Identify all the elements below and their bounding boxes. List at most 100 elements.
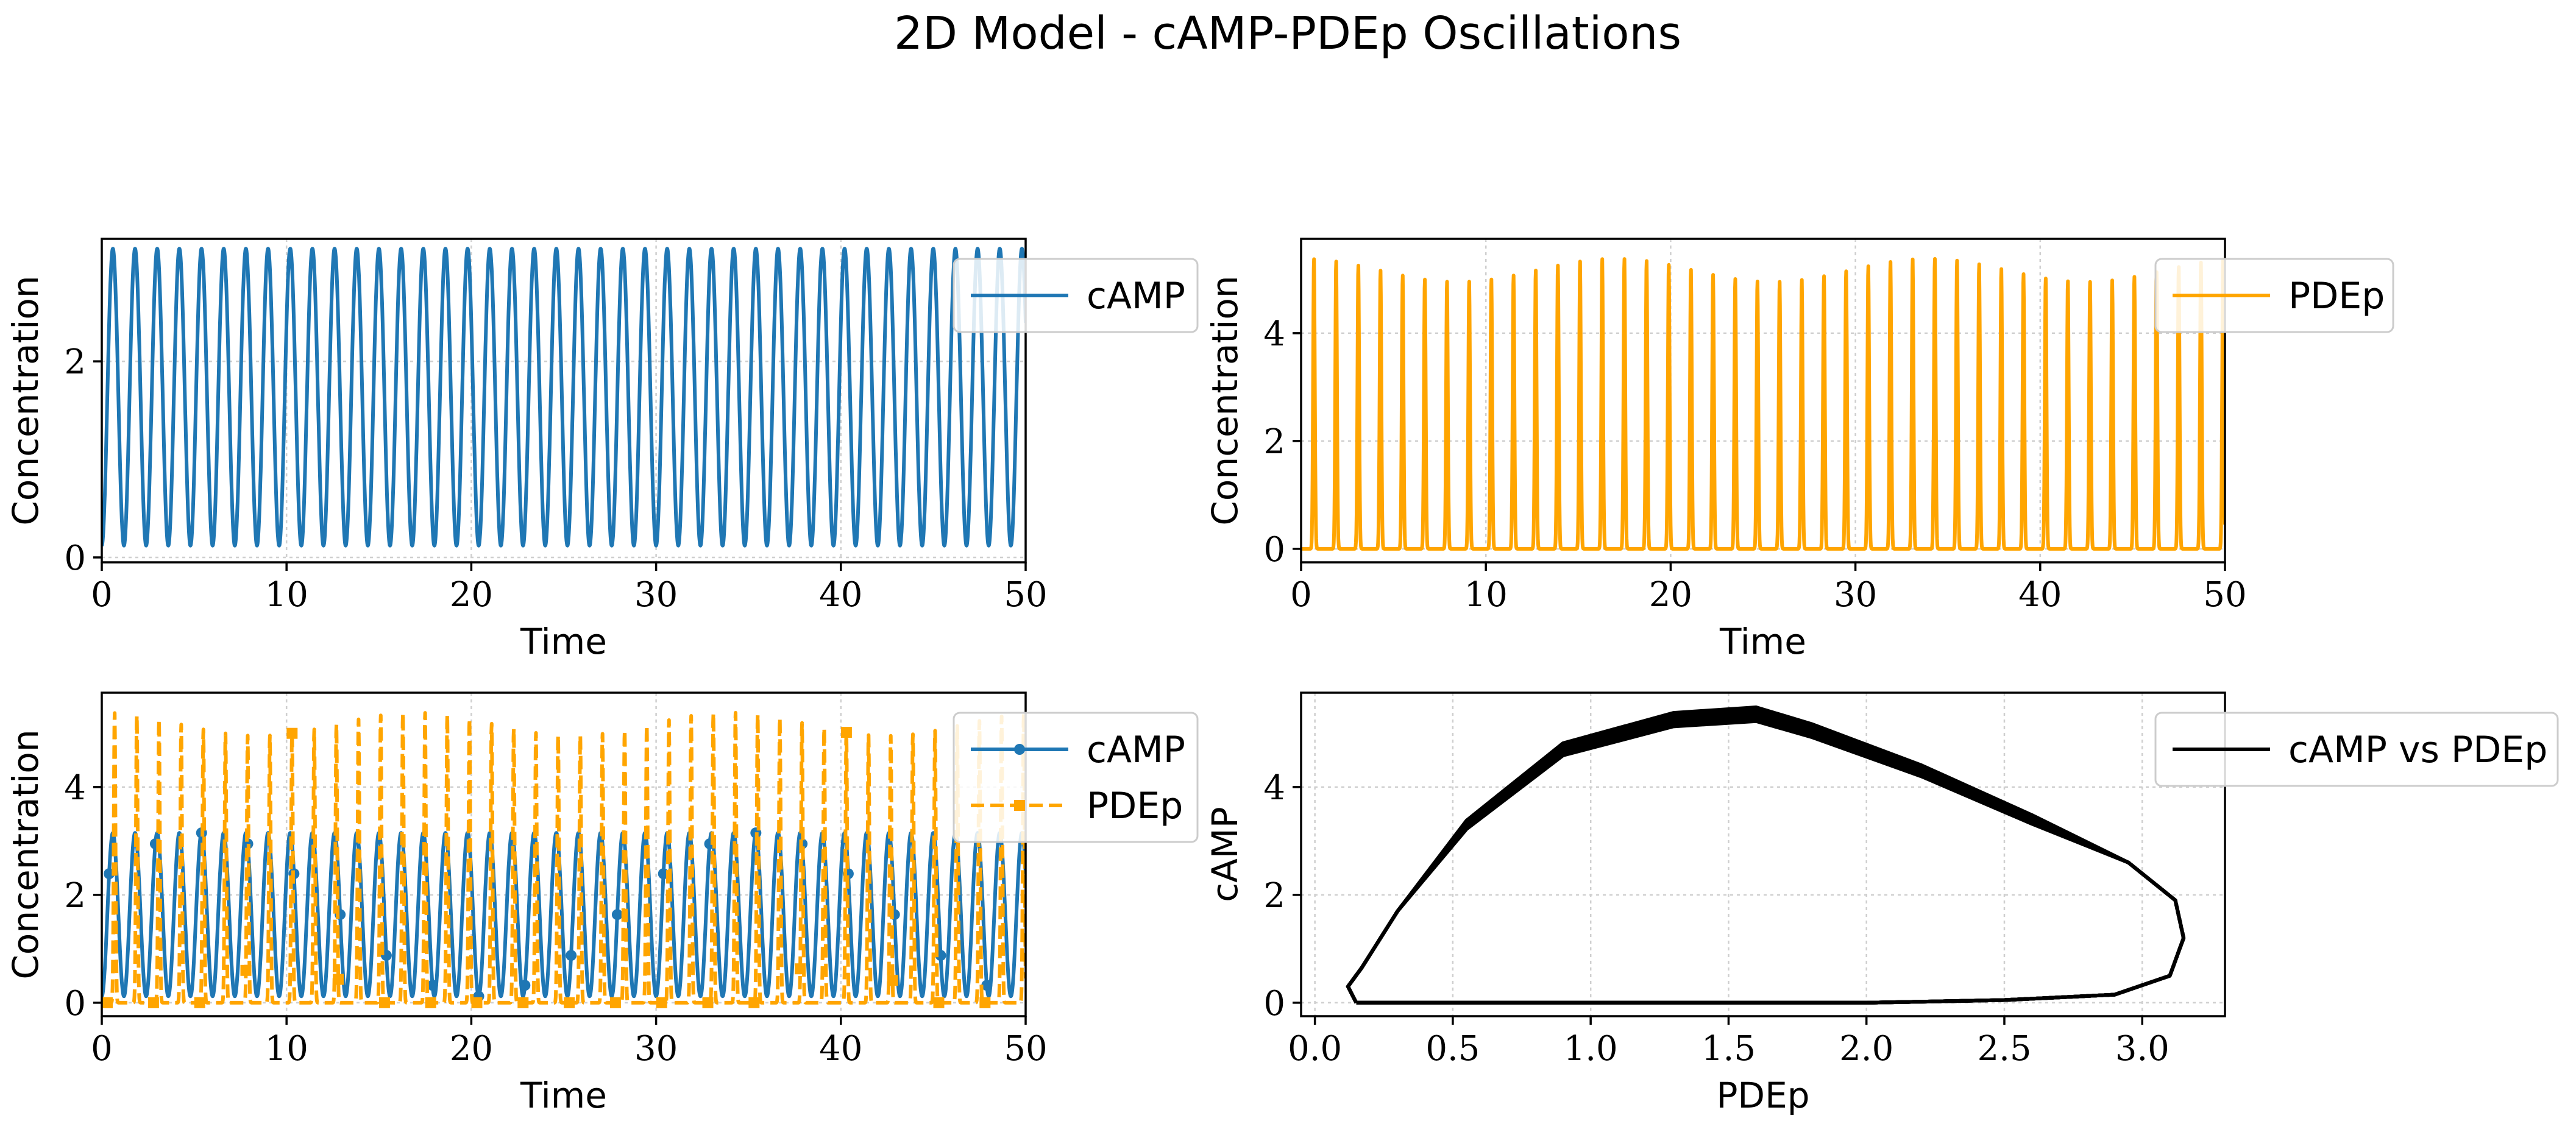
y-axis-label: Concentration xyxy=(1204,275,1246,525)
series-group xyxy=(102,710,1026,1008)
axes-frame xyxy=(1300,691,2226,1017)
x-axis-label: PDEp xyxy=(1716,1075,1809,1116)
y-tick-label: 2 xyxy=(64,342,86,382)
series-line-camp-vs-pdep xyxy=(1346,710,2186,1005)
series-line-camp-vs-pdep xyxy=(1346,716,2186,1005)
x-tick-label: 10 xyxy=(265,575,308,615)
series-line-camp-vs-pdep xyxy=(1346,705,2186,1005)
marker-pdep xyxy=(102,997,113,1008)
legend: cAMP xyxy=(953,258,1199,333)
panel-camp-time: 0 10 20 30 40 50 0 2 Time Concentration cAMP xyxy=(5,238,1199,662)
series-line-camp-vs-pdep xyxy=(1346,707,2186,1005)
y-tick-label: 0 xyxy=(64,539,86,578)
x-tick-label: 40 xyxy=(819,1029,862,1069)
series-line-camp xyxy=(102,247,1026,548)
marker-camp xyxy=(427,980,438,991)
series-line-camp-vs-pdep xyxy=(1346,717,2186,1005)
marker-pdep xyxy=(378,997,390,1008)
marker-pdep xyxy=(286,727,298,739)
legend: cAMP PDEp xyxy=(953,712,1199,843)
legend-box xyxy=(953,258,1199,333)
marker-pdep xyxy=(748,997,760,1008)
x-tick-label: 10 xyxy=(265,1029,308,1069)
marker-pdep xyxy=(517,997,529,1008)
ticks: 0.0 0.5 1.0 1.5 2.0 2.5 3.0 0 2 4 xyxy=(1263,768,2169,1069)
marker-pdep xyxy=(702,997,714,1008)
marker-pdep xyxy=(933,997,945,1008)
x-tick-label: 40 xyxy=(2018,575,2062,615)
x-tick-label: 20 xyxy=(450,575,493,615)
series-line-camp-vs-pdep xyxy=(1346,719,2186,1005)
x-tick-label: 0.0 xyxy=(1288,1029,1342,1069)
ticks: 0 10 20 30 40 50 0 2 xyxy=(64,342,1047,615)
x-axis-label: Time xyxy=(1719,621,1806,662)
marker-pdep xyxy=(333,974,344,985)
grid xyxy=(1300,239,2226,562)
x-tick-label: 1.5 xyxy=(1701,1029,1756,1069)
marker-pdep xyxy=(795,963,806,975)
y-tick-label: 4 xyxy=(64,768,86,808)
x-tick-label: 0.5 xyxy=(1425,1029,1480,1069)
legend-label: cAMP xyxy=(1087,275,1185,317)
legend-label: PDEp xyxy=(2288,275,2385,317)
marker-camp xyxy=(566,950,577,961)
x-tick-label: 50 xyxy=(1004,1029,1047,1069)
legend-marker xyxy=(1014,744,1025,755)
x-tick-label: 2.5 xyxy=(1977,1029,2031,1069)
series-group xyxy=(102,247,1026,548)
panel-phase-portrait: 0.0 0.5 1.0 1.5 2.0 2.5 3.0 0 2 4 PDEp cAMP cAMP vs … xyxy=(1204,691,2559,1116)
marker-pdep xyxy=(840,727,852,738)
legend-box xyxy=(2154,258,2394,333)
ticks: 0 10 20 30 40 50 0 2 4 xyxy=(1263,314,2246,615)
series-line-camp-vs-pdep xyxy=(1346,709,2186,1005)
y-tick-label: 2 xyxy=(64,876,86,916)
x-axis-label: Time xyxy=(520,621,607,662)
x-tick-label: 10 xyxy=(1464,575,1508,615)
marker-pdep xyxy=(147,997,159,1008)
legend-box xyxy=(2154,712,2559,787)
x-tick-label: 0 xyxy=(91,575,113,615)
x-tick-label: 30 xyxy=(634,575,678,615)
series-line-pdep xyxy=(1301,256,2225,551)
axes-frame xyxy=(101,691,1027,1017)
marker-camp xyxy=(519,980,531,991)
y-axis-label: Concentration xyxy=(5,729,46,979)
marker-pdep xyxy=(471,997,483,1008)
x-tick-label: 40 xyxy=(819,575,862,615)
marker-camp xyxy=(611,909,623,921)
marker-pdep xyxy=(194,997,205,1008)
x-tick-label: 0 xyxy=(91,1029,113,1069)
y-tick-label: 0 xyxy=(1263,984,1285,1024)
figure-title: 2D Model - cAMP-PDEp Oscillations xyxy=(894,7,1681,60)
x-tick-label: 50 xyxy=(1004,575,1047,615)
marker-pdep xyxy=(887,975,898,986)
marker-pdep xyxy=(609,997,621,1008)
y-tick-label: 2 xyxy=(1263,876,1285,916)
marker-pdep xyxy=(656,997,667,1008)
y-tick-label: 0 xyxy=(64,984,86,1024)
marker-camp xyxy=(981,980,993,991)
y-axis-label: Concentration xyxy=(5,275,46,525)
legend-label: cAMP xyxy=(1087,729,1185,771)
x-tick-label: 3.0 xyxy=(2115,1029,2170,1069)
series-group xyxy=(1301,256,2225,551)
y-tick-label: 2 xyxy=(1263,422,1285,462)
x-tick-label: 30 xyxy=(1834,575,1877,615)
series-group xyxy=(1346,705,2186,1005)
legend-marker xyxy=(1014,800,1025,811)
series-line-camp xyxy=(102,831,1026,999)
y-axis-label: cAMP xyxy=(1204,807,1246,902)
y-tick-label: 0 xyxy=(1263,530,1285,570)
axes-frame xyxy=(1300,238,2226,564)
series-line-camp-vs-pdep xyxy=(1346,712,2186,1005)
marker-pdep xyxy=(425,997,436,1008)
x-tick-label: 1.0 xyxy=(1564,1029,1618,1069)
x-tick-label: 0 xyxy=(1290,575,1312,615)
x-tick-label: 20 xyxy=(450,1029,493,1069)
marker-pdep xyxy=(240,964,252,976)
x-axis-label: Time xyxy=(520,1075,607,1116)
x-tick-label: 30 xyxy=(634,1029,678,1069)
panel-pdep-time: 0 10 20 30 40 50 0 2 4 Time Concentration PDEp xyxy=(1204,238,2394,662)
panel-combined-time: 0 10 20 30 40 50 0 2 4 Time Concentration cAMP PDEp xyxy=(5,691,1199,1116)
